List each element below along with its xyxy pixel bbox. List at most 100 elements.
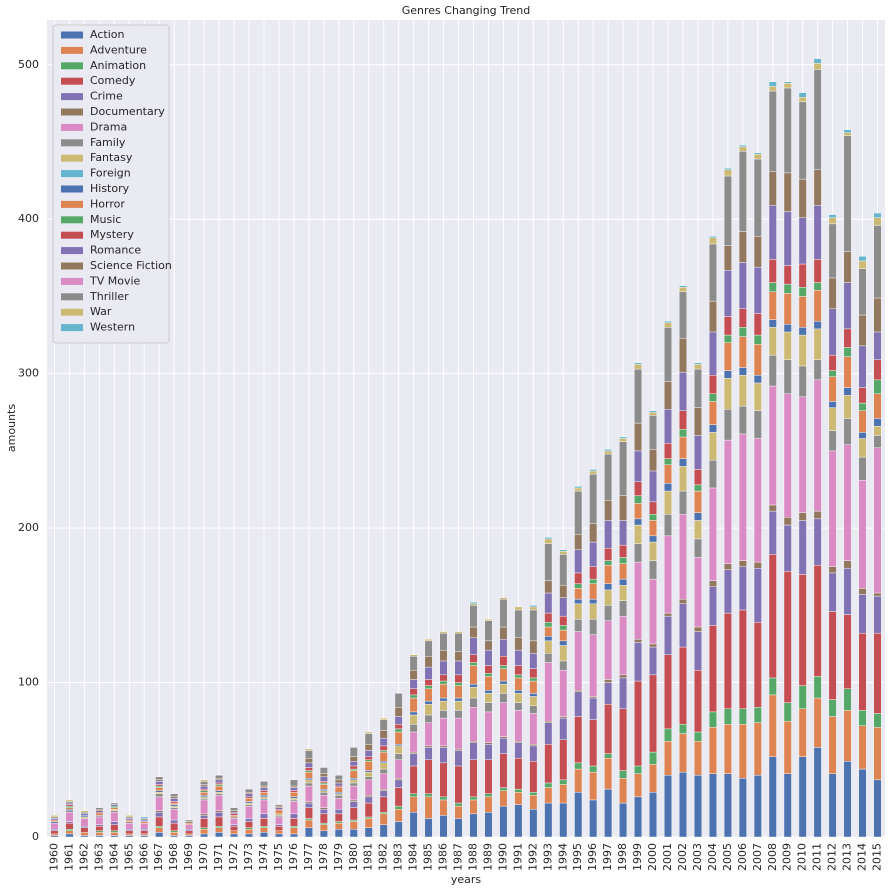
bar-segment	[544, 722, 553, 745]
bar-segment	[813, 259, 822, 283]
legend-label: Family	[90, 136, 126, 149]
bar-segment	[304, 818, 313, 821]
bar-segment	[738, 708, 747, 725]
bar-segment	[289, 813, 298, 819]
legend-swatch	[61, 200, 83, 208]
bar-segment	[364, 818, 373, 828]
bar-segment	[649, 470, 657, 503]
bar-segment	[80, 835, 89, 838]
bar-segment	[469, 603, 478, 606]
bar-segment	[708, 459, 717, 489]
bar-segment	[813, 328, 822, 360]
legend-label: Science Fiction	[90, 259, 172, 272]
bar-segment	[200, 815, 209, 819]
bar-segment	[319, 767, 328, 774]
bar-segment	[634, 364, 643, 370]
x-tick-label: 1982	[377, 843, 390, 871]
bar-segment	[738, 433, 747, 561]
bar-segment	[469, 796, 478, 801]
bar-segment	[604, 620, 613, 680]
bar-segment	[858, 260, 867, 269]
bar-segment	[439, 683, 448, 699]
bar-segment	[574, 603, 583, 620]
bar-segment	[574, 486, 583, 489]
bar-segment	[723, 245, 732, 271]
bar-segment	[394, 778, 403, 781]
bar-segment	[619, 770, 628, 779]
bar-segment	[694, 407, 702, 436]
bar-segment	[230, 815, 238, 818]
bar-segment	[828, 214, 837, 218]
bar-segment	[589, 634, 598, 697]
bar-segment	[484, 796, 493, 813]
bar-segment	[80, 813, 89, 816]
bar-segment	[574, 583, 583, 589]
bar-segment	[454, 750, 463, 767]
bar-segment	[334, 785, 343, 788]
bar-segment	[768, 291, 777, 320]
bar-segment	[559, 640, 568, 646]
bar-segment	[619, 677, 628, 710]
bar-segment	[679, 603, 687, 648]
bar-segment	[424, 700, 433, 705]
bar-segment	[95, 813, 104, 816]
bar-segment	[664, 741, 672, 776]
bar-segment	[275, 813, 283, 816]
bar-segment	[469, 637, 478, 655]
bar-segment	[604, 449, 613, 452]
legend-label: Crime	[90, 90, 123, 103]
bar-segment	[604, 788, 613, 838]
bar-segment	[723, 408, 732, 441]
bar-segment	[364, 731, 373, 734]
bar-segment	[873, 212, 882, 218]
bar-segment	[95, 816, 104, 825]
bar-segment	[843, 418, 852, 445]
bar-segment	[843, 135, 852, 252]
bar-segment	[694, 731, 702, 742]
bar-segment	[409, 724, 418, 733]
bar-segment	[394, 744, 403, 747]
bar-segment	[484, 742, 493, 745]
bar-segment	[215, 827, 224, 833]
bar-segment	[289, 801, 298, 815]
bar-segment	[768, 504, 777, 512]
bar-segment	[394, 693, 403, 708]
bar-segment	[514, 649, 523, 666]
bar-segment	[424, 679, 433, 686]
bar-segment	[469, 662, 478, 666]
bar-segment	[469, 602, 478, 604]
bar-segment	[200, 798, 209, 801]
bar-segment	[604, 450, 613, 455]
bar-segment	[304, 762, 313, 768]
bar-segment	[439, 660, 448, 676]
bar-segment	[499, 597, 508, 600]
bar-segment	[708, 773, 717, 838]
bar-segment	[319, 782, 328, 785]
bar-segment	[828, 773, 837, 838]
bar-segment	[349, 829, 358, 838]
bar-segment	[798, 396, 807, 513]
bar-segment	[798, 365, 807, 398]
legend-label: Animation	[90, 59, 146, 72]
legend-swatch	[61, 247, 83, 255]
bar-segment	[544, 612, 553, 623]
bar-segment	[215, 812, 224, 818]
x-tick-label: 1996	[586, 843, 599, 871]
bar-segment	[514, 758, 523, 790]
bar-segment	[649, 541, 657, 561]
bar-segment	[664, 615, 672, 655]
bar-segment	[484, 673, 493, 677]
bar-segment	[230, 816, 238, 819]
bar-segment	[708, 586, 717, 626]
bar-segment	[230, 812, 238, 815]
bar-segment	[559, 585, 568, 598]
bar-segment	[544, 782, 553, 788]
bar-segment	[559, 645, 568, 662]
bar-segment	[843, 560, 852, 569]
y-tick-label: 500	[18, 58, 39, 71]
bar-segment	[80, 827, 89, 833]
bar-segment	[574, 572, 583, 584]
legend-swatch	[61, 308, 83, 316]
legend-swatch	[61, 185, 83, 193]
bar-segment	[694, 368, 702, 408]
